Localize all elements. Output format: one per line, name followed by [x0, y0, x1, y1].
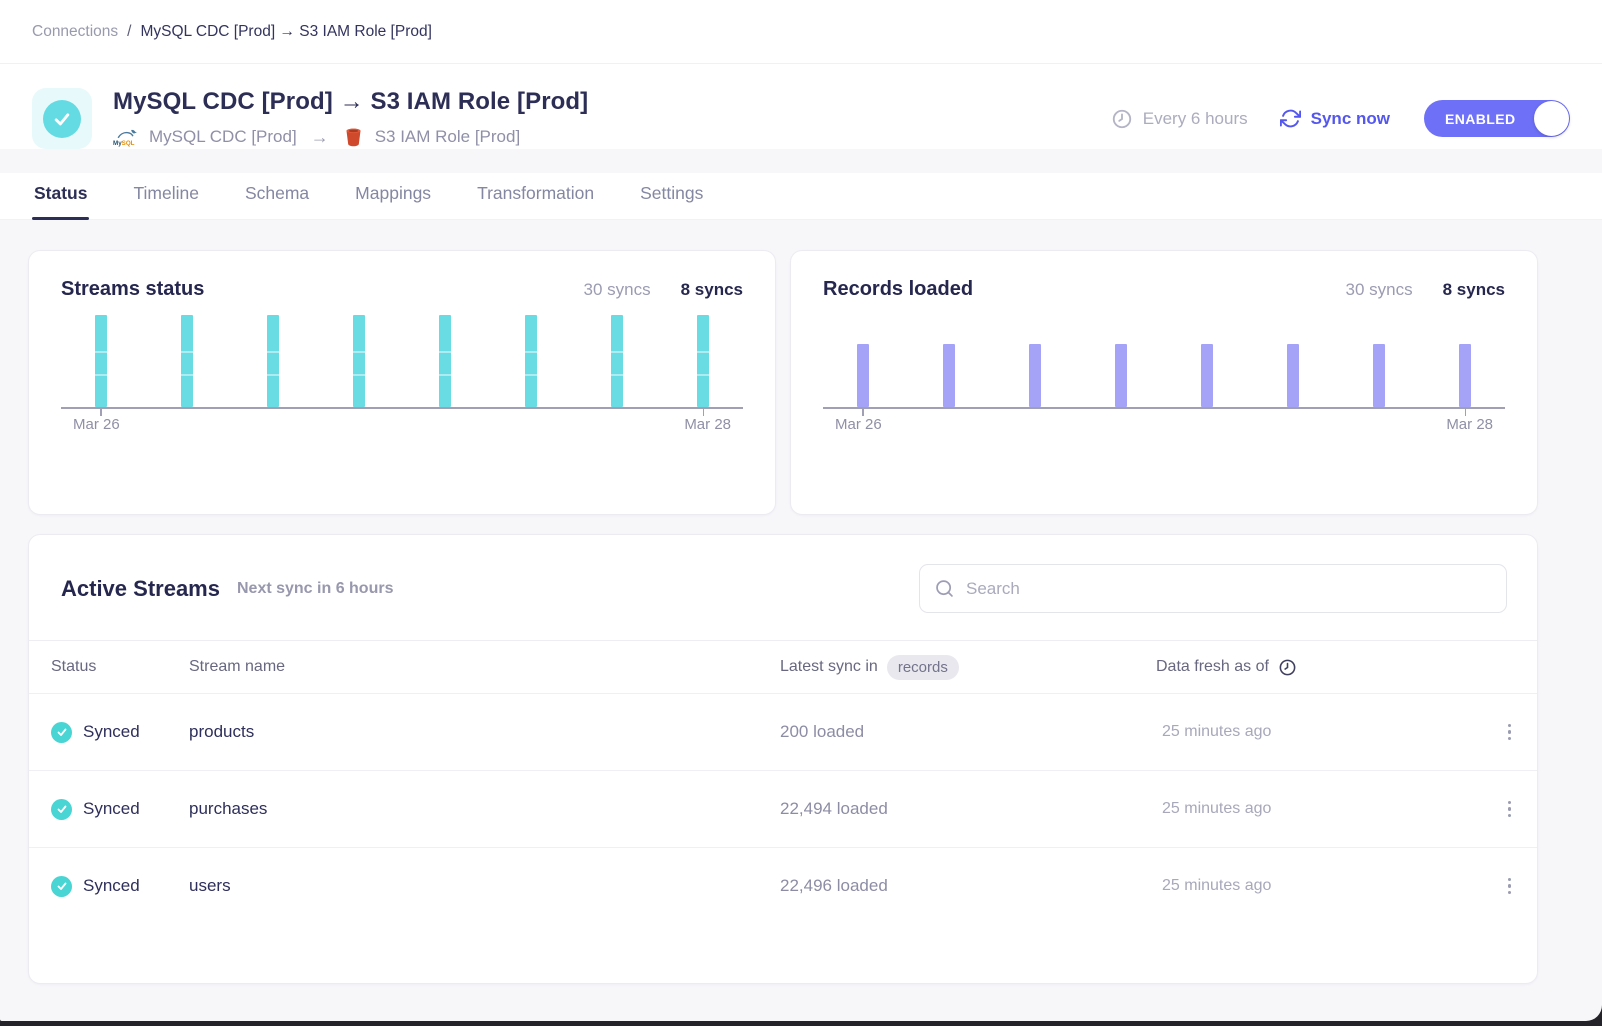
tab-schema[interactable]: Schema — [244, 183, 310, 203]
x-axis-label-end: Mar 28 — [684, 416, 731, 433]
sync-bar[interactable] — [1459, 344, 1471, 407]
breadcrumb: Connections / MySQL CDC [Prod] → S3 IAM … — [0, 0, 1602, 64]
records-loaded-bars — [823, 315, 1505, 407]
range-30-syncs[interactable]: 30 syncs — [583, 280, 651, 299]
tab-settings[interactable]: Settings — [640, 183, 704, 203]
sync-bar[interactable] — [697, 315, 709, 407]
breadcrumb-current: MySQL CDC [Prod] → S3 IAM Role [Prod] — [140, 22, 432, 40]
stream-status: Synced — [83, 876, 140, 895]
sync-bar[interactable] — [439, 315, 451, 407]
search-input[interactable] — [966, 578, 1492, 599]
tab-status[interactable]: Status — [32, 173, 90, 220]
records-loaded: 22,494 loaded — [780, 799, 888, 818]
data-fresh-time: 25 minutes ago — [1162, 723, 1272, 740]
tab-transformation[interactable]: Transformation — [477, 183, 595, 203]
breadcrumb-separator: / — [127, 22, 132, 40]
tabs: Status Timeline Schema Mappings Transformati… — [0, 173, 1602, 220]
records-loaded-title: Records loaded — [823, 278, 974, 300]
sync-schedule: Every 6 hours — [1111, 108, 1248, 130]
sync-bar[interactable] — [353, 315, 365, 407]
records-loaded-chart: Mar 26 Mar 28 — [823, 315, 1505, 433]
table-row[interactable]: Synced products 200 loaded 25 minutes ago — [29, 693, 1537, 770]
destination-name[interactable]: S3 IAM Role [Prod] — [374, 127, 521, 146]
source-name[interactable]: MySQL CDC [Prod] — [149, 127, 297, 146]
streams-status-title: Streams status — [61, 278, 205, 300]
records-loaded-card: Records loaded 30 syncs 8 syncs Mar 26 M… — [790, 250, 1538, 515]
healthy-check-icon — [43, 99, 81, 138]
records-loaded: 200 loaded — [780, 722, 865, 741]
svg-text:SQL: SQL — [122, 140, 135, 147]
clock-icon — [1112, 109, 1131, 128]
range-8-syncs[interactable]: 8 syncs — [1442, 280, 1505, 299]
next-sync-label: Next sync in 6 hours — [236, 579, 394, 597]
table-row[interactable]: Synced users 22,496 loaded 25 minutes ago — [29, 847, 1537, 924]
streams-status-card: Streams status 30 syncs 8 syncs Mar 26 M… — [28, 250, 776, 515]
col-data-fresh: Data fresh as of — [1156, 658, 1269, 675]
enabled-toggle[interactable]: ENABLED — [1424, 100, 1570, 137]
active-streams-card: Active Streams Next sync in 6 hours Stat… — [28, 534, 1538, 984]
toggle-knob — [1534, 101, 1569, 136]
sync-bar[interactable] — [267, 315, 279, 407]
sync-bar[interactable] — [611, 315, 623, 407]
flow-arrow-icon: → — [310, 126, 329, 147]
active-streams-title: Active Streams — [61, 575, 220, 601]
range-8-syncs[interactable]: 8 syncs — [680, 280, 743, 299]
stream-rows: Synced products 200 loaded 25 minutes ago Sy… — [29, 693, 1537, 924]
col-latest-sync: Latest sync in — [780, 658, 878, 675]
clock-icon — [1279, 659, 1296, 675]
tab-timeline[interactable]: Timeline — [133, 183, 199, 203]
toggle-label: ENABLED — [1445, 110, 1516, 127]
sync-bar[interactable] — [1201, 344, 1213, 407]
stream-status: Synced — [83, 722, 140, 741]
data-fresh-time: 25 minutes ago — [1162, 800, 1272, 817]
synced-check-icon — [51, 798, 72, 820]
table-header: Status Stream name Latest sync in record… — [29, 640, 1537, 693]
x-axis-label-start: Mar 26 — [73, 416, 120, 433]
sync-bar[interactable] — [1287, 344, 1299, 407]
sync-bar[interactable] — [1029, 344, 1041, 407]
x-axis-label-end: Mar 28 — [1446, 416, 1493, 433]
page-title: MySQL CDC [Prod] → S3 IAM Role [Prod] — [113, 88, 589, 115]
stream-search[interactable] — [919, 564, 1507, 613]
streams-status-bars — [61, 315, 743, 407]
synced-check-icon — [51, 875, 72, 897]
stream-status: Synced — [83, 799, 140, 818]
connection-status-tile — [32, 88, 92, 149]
s3-bucket-icon — [343, 126, 365, 148]
records-badge[interactable]: records — [886, 654, 959, 680]
range-30-syncs[interactable]: 30 syncs — [1345, 280, 1413, 299]
search-icon — [936, 580, 953, 597]
stream-name[interactable]: purchases — [189, 799, 268, 818]
sync-bar[interactable] — [525, 315, 537, 407]
data-fresh-time: 25 minutes ago — [1162, 877, 1272, 894]
stream-name[interactable]: products — [189, 722, 255, 741]
sync-bar[interactable] — [1115, 344, 1127, 407]
row-menu-button[interactable] — [1488, 723, 1515, 741]
sync-bar[interactable] — [95, 315, 107, 407]
svg-text:My: My — [113, 140, 122, 147]
table-row[interactable]: Synced purchases 22,494 loaded 25 minutes a… — [29, 770, 1537, 847]
row-menu-button[interactable] — [1488, 877, 1515, 895]
sync-bar[interactable] — [181, 315, 193, 407]
mysql-source-icon: My SQL — [113, 126, 139, 148]
connection-header: MySQL CDC [Prod] → S3 IAM Role [Prod] My… — [0, 64, 1602, 149]
x-axis — [823, 407, 1505, 416]
refresh-icon — [1279, 109, 1301, 128]
breadcrumb-connections-link[interactable]: Connections — [32, 22, 119, 40]
col-stream-name: Stream name — [189, 658, 286, 675]
sync-bar[interactable] — [1373, 344, 1385, 407]
tab-mappings[interactable]: Mappings — [355, 183, 432, 203]
records-loaded: 22,496 loaded — [780, 876, 888, 895]
streams-status-chart: Mar 26 Mar 28 — [61, 315, 743, 433]
x-axis-label-start: Mar 26 — [835, 416, 882, 433]
sync-bar[interactable] — [943, 344, 955, 407]
stream-name[interactable]: users — [189, 876, 231, 895]
row-menu-button[interactable] — [1488, 800, 1515, 818]
sync-now-button[interactable]: Sync now — [1279, 108, 1390, 129]
synced-check-icon — [51, 721, 72, 743]
x-axis — [61, 407, 743, 416]
sync-bar[interactable] — [857, 344, 869, 407]
col-status: Status — [51, 658, 97, 675]
